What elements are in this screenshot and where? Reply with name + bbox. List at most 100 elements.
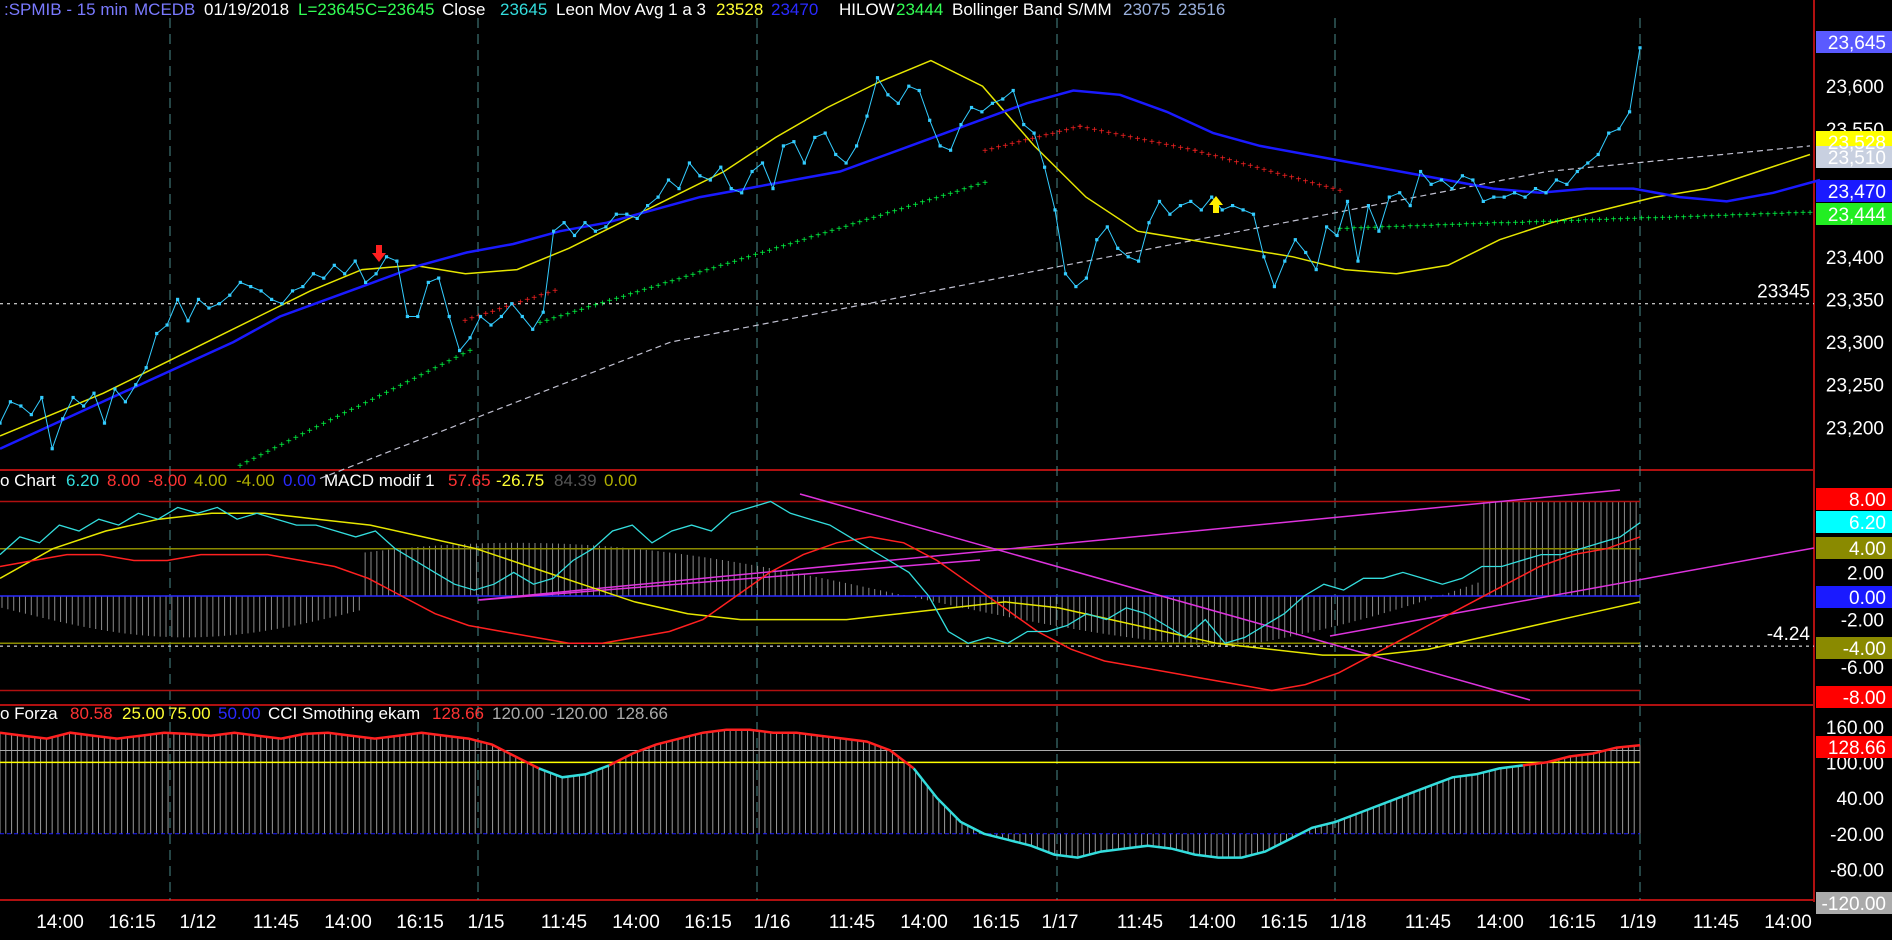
hilow-marker: + [1737, 210, 1743, 221]
close-point [405, 314, 409, 319]
close-point [1053, 208, 1057, 212]
hilow-marker: + [1618, 214, 1624, 225]
hilow-marker: + [411, 374, 417, 385]
hilow-marker: + [258, 451, 264, 462]
hilow-marker: + [1639, 214, 1645, 225]
hilow-marker: + [1484, 219, 1490, 230]
hilow-marker: + [621, 292, 627, 303]
p2-m4: 0.00 [604, 471, 637, 490]
hilow-marker: + [1149, 137, 1155, 148]
price-badge-label: 23,510 [1828, 148, 1886, 169]
hilow-marker: + [718, 261, 724, 272]
hilow-marker: + [1653, 213, 1659, 224]
hilow-marker: + [551, 314, 557, 325]
macd-tick-label: 2.00 [1847, 563, 1884, 584]
header-close-eq: C=23645 [365, 0, 434, 19]
hilow-marker: + [926, 196, 932, 207]
price-tick-label: 23,250 [1826, 376, 1884, 397]
hilow-marker: + [961, 185, 967, 196]
hilow-marker: + [732, 257, 738, 268]
hilow-marker: + [1428, 221, 1434, 232]
close-point [1011, 88, 1015, 93]
cci-tick-label: -80.00 [1830, 860, 1884, 881]
hilow-marker: + [279, 440, 285, 451]
close-point [1554, 178, 1558, 182]
hilow-marker: + [1163, 140, 1169, 151]
hilow-marker: + [1120, 131, 1126, 142]
hilow-marker: + [954, 187, 960, 198]
hilow-marker: + [1758, 210, 1764, 221]
hilow-marker: + [947, 189, 953, 200]
hilow-marker: + [899, 204, 905, 215]
hilow-marker: + [1070, 124, 1076, 135]
close-point [510, 302, 514, 306]
close-point [1084, 276, 1088, 280]
hilow-marker: + [1751, 210, 1757, 221]
hilow-marker: + [1562, 216, 1568, 227]
hilow-marker: + [1505, 218, 1511, 229]
hilow-marker: + [1192, 146, 1198, 157]
close-point [750, 169, 754, 174]
close-point [813, 135, 817, 139]
close-point [458, 349, 462, 353]
close-point [740, 191, 744, 195]
close-point [478, 314, 483, 319]
hilow-marker: + [1330, 184, 1336, 195]
close-point [1471, 178, 1475, 182]
close-point [1502, 195, 1506, 199]
p3-label: o Forza [0, 704, 58, 723]
hilow-marker: + [1002, 141, 1008, 152]
hilow-marker: + [265, 447, 271, 458]
close-point [1231, 204, 1235, 208]
header-close-value: 23645 [500, 0, 547, 19]
header-close-label: Close [442, 0, 485, 19]
close-point [270, 297, 274, 301]
p3-c1: 128.66 [432, 704, 484, 723]
price-panel: 23345 + + + + + + + + + + + + + + + + + + + + + + + + + + + + + + + + + + +… [0, 46, 1821, 480]
hilow-marker: + [808, 233, 814, 244]
hilow-marker: + [1275, 169, 1281, 180]
close-point [259, 289, 263, 293]
close-point [50, 447, 54, 451]
hilow-marker: + [469, 314, 475, 325]
close-point [792, 140, 796, 144]
forza-panel [0, 728, 1641, 859]
hilow-marker: + [453, 353, 459, 364]
hilow-marker: + [1289, 173, 1295, 184]
close-point [1398, 191, 1402, 195]
hilow-marker: + [1016, 137, 1022, 148]
hilow-marker: + [1590, 215, 1596, 226]
hilow-marker: + [504, 302, 510, 313]
axes-labels: 23,60023,55023,40023,35023,30023,25023,2… [36, 31, 1892, 933]
hilow-marker: + [1261, 165, 1267, 176]
hilow-marker: + [1569, 216, 1575, 227]
hilow-marker: + [321, 419, 327, 430]
close-point [1325, 225, 1329, 229]
close-point [468, 336, 472, 340]
time-tick-label: 16:15 [108, 912, 156, 933]
hilow-marker: + [1386, 222, 1392, 233]
hilow-marker: + [885, 209, 891, 220]
hilow-marker: + [1213, 152, 1219, 163]
close-point [1210, 195, 1214, 199]
close-point [1095, 238, 1099, 242]
time-tick-label: 11:45 [253, 912, 299, 933]
hilow-marker: + [920, 198, 926, 209]
close-point [1168, 212, 1172, 216]
close-point [165, 323, 169, 327]
p2-v2: 8.00 [107, 471, 140, 490]
close-point [228, 293, 232, 297]
cci-tick-label: 160.00 [1826, 718, 1884, 739]
price-badge-label: 23,528 [1828, 133, 1886, 154]
macd-red-line [0, 536, 1641, 692]
cci-line-segment [0, 731, 540, 770]
hilow-marker: + [300, 430, 306, 441]
close-point [1565, 182, 1569, 186]
close-point [1513, 191, 1517, 195]
hilow-marker: + [370, 395, 376, 406]
hilow-marker: + [600, 298, 606, 309]
hilow-marker: + [697, 268, 703, 279]
close-point [1408, 204, 1412, 208]
hilow-marker: + [383, 388, 389, 399]
sell-arrow-icon [372, 245, 386, 262]
